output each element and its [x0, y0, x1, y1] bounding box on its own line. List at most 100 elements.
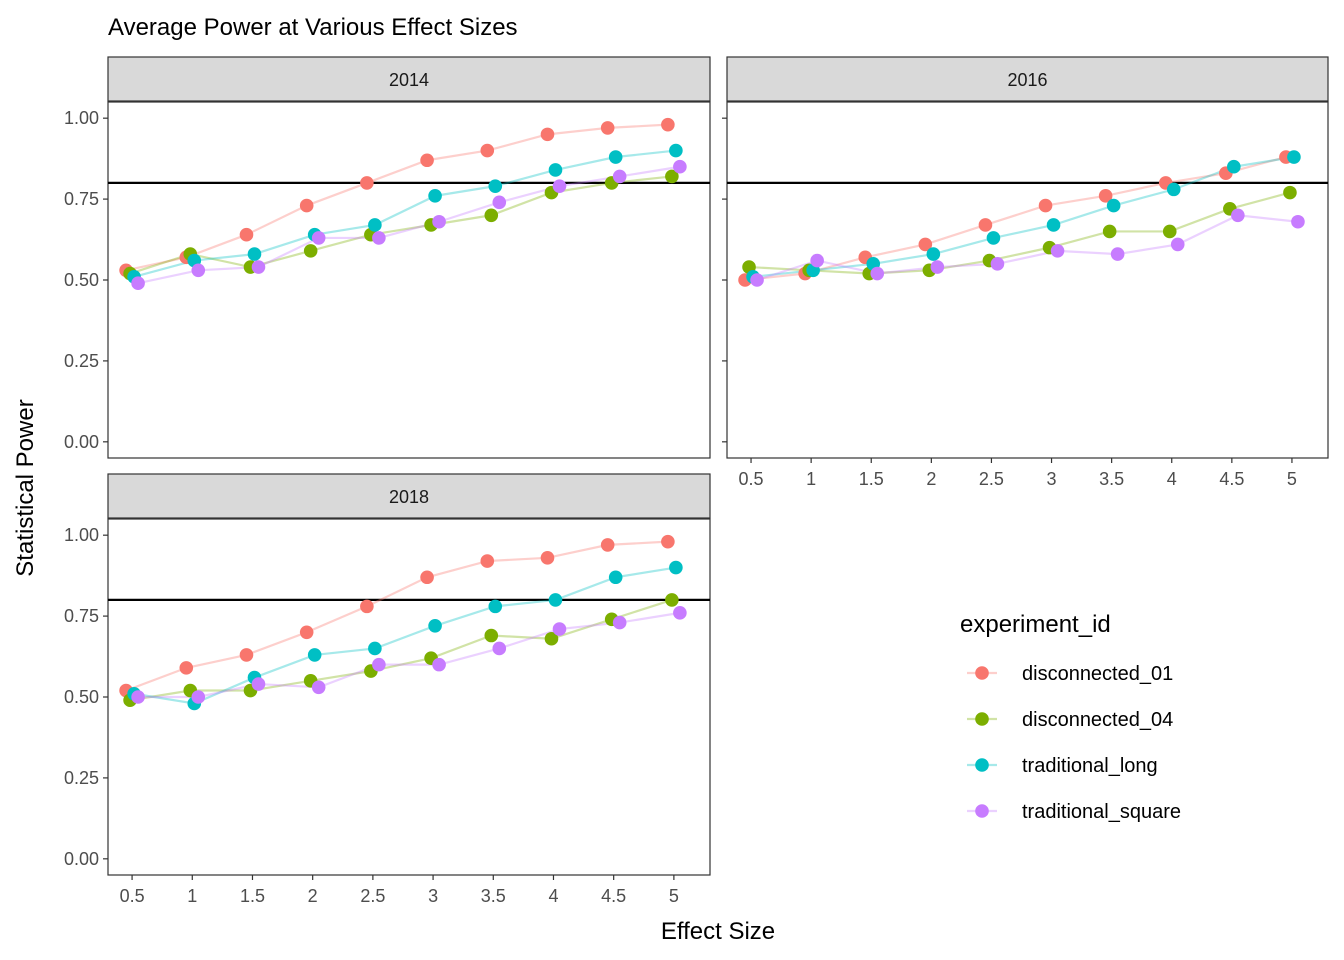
- series-line-disconnected_04: [129, 598, 673, 702]
- legend: experiment_id disconnected_01disconnecte…: [960, 611, 1181, 823]
- data-point-disconnected_01: [420, 570, 434, 585]
- facet-strip: [107, 56, 711, 102]
- x-tick-label: 1.5: [240, 886, 265, 906]
- data-point-disconnected_01: [661, 534, 675, 549]
- data-point-traditional_long: [548, 593, 563, 607]
- data-point-disconnected_04: [303, 244, 318, 258]
- y-tick-label: 0.25: [64, 768, 99, 788]
- legend-point-key: [975, 804, 989, 818]
- x-tick-label: 1: [187, 886, 197, 906]
- data-point-disconnected_01: [540, 551, 555, 565]
- chart-title: Average Power at Various Effect Sizes: [108, 14, 518, 41]
- facet-strip: [107, 473, 711, 519]
- data-point-disconnected_01: [420, 153, 434, 168]
- y-tick-label: 0.75: [64, 189, 99, 209]
- data-point-traditional_square: [372, 231, 386, 245]
- data-point-traditional_long: [608, 150, 623, 164]
- legend-label: disconnected_01: [1022, 663, 1173, 685]
- data-point-traditional_square: [930, 260, 945, 274]
- data-point-disconnected_01: [661, 117, 675, 132]
- facet-panels: 2014 0.00 0.25 0.50 0.75 1.00 2016 0.5 1 1.5 2 2.5 3…: [64, 56, 1329, 906]
- x-tick-label: 5: [1287, 469, 1297, 489]
- data-point-disconnected_01: [978, 218, 993, 232]
- x-tick-label: 4.5: [1219, 469, 1244, 489]
- data-point-traditional_square: [251, 260, 266, 274]
- data-point-disconnected_01: [239, 227, 254, 242]
- x-tick-label: 2.5: [979, 469, 1004, 489]
- x-tick-label: 3: [1047, 469, 1057, 489]
- legend-title: experiment_id: [960, 611, 1111, 638]
- legend-items: disconnected_01 disconnected_04 traditiona…: [967, 663, 1181, 823]
- y-tick-label: 0.50: [64, 687, 99, 707]
- legend-item-disconnected_04: disconnected_04: [967, 709, 1173, 731]
- panel-2014: 2014 0.00 0.25 0.50 0.75 1.00: [64, 56, 711, 459]
- x-tick-label: 1: [806, 469, 816, 489]
- data-point-disconnected_01: [480, 554, 495, 568]
- data-point-traditional_long: [1166, 182, 1181, 197]
- data-point-disconnected_01: [360, 176, 374, 190]
- data-point-disconnected_04: [665, 169, 679, 184]
- data-point-traditional_square: [311, 231, 326, 245]
- data-point-traditional_square: [432, 657, 446, 672]
- legend-label: disconnected_04: [1022, 709, 1173, 731]
- data-point-disconnected_01: [179, 661, 194, 675]
- data-point-traditional_long: [926, 247, 941, 261]
- y-tick-label: 1.00: [64, 108, 99, 128]
- data-point-traditional_long: [368, 218, 382, 232]
- data-point-disconnected_04: [665, 593, 679, 607]
- x-tick-label: 1.5: [859, 469, 884, 489]
- x-tick-label: 4.5: [601, 886, 626, 906]
- data-point-traditional_long: [1287, 150, 1301, 164]
- data-point-disconnected_01: [299, 198, 314, 213]
- series-line-disconnected_01: [125, 123, 668, 272]
- data-point-disconnected_01: [480, 143, 495, 158]
- series-line-traditional_long: [133, 566, 677, 705]
- data-point-traditional_square: [870, 266, 885, 281]
- panel-border: [726, 101, 1329, 459]
- data-point-traditional_square: [432, 214, 446, 229]
- legend-point-key: [975, 666, 989, 680]
- data-point-traditional_square: [1231, 208, 1245, 223]
- x-tick-label: 2.5: [360, 886, 385, 906]
- x-tick-label: 2: [926, 469, 936, 489]
- data-point-disconnected_01: [1038, 198, 1053, 213]
- data-point-traditional_long: [669, 143, 683, 158]
- legend-point-key: [975, 758, 989, 772]
- legend-item-disconnected_01: disconnected_01: [967, 663, 1173, 685]
- data-point-disconnected_04: [1162, 224, 1177, 239]
- legend-point-key: [975, 712, 989, 726]
- x-axis-title: Effect Size: [661, 918, 775, 945]
- data-point-disconnected_04: [1102, 224, 1117, 239]
- panel-2016: 2016 0.5 1 1.5 2 2.5 3 3.5 4 4.5 5: [722, 56, 1329, 489]
- y-tick-label: 1.00: [64, 525, 99, 545]
- legend-item-traditional_long: traditional_long: [967, 755, 1158, 777]
- data-point-traditional_long: [548, 163, 563, 177]
- legend-item-traditional_square: traditional_square: [967, 801, 1181, 823]
- data-point-traditional_square: [612, 615, 627, 630]
- x-tick-label: 3.5: [481, 886, 506, 906]
- data-point-traditional_long: [428, 189, 442, 203]
- data-point-traditional_square: [612, 169, 627, 184]
- data-point-traditional_square: [1110, 247, 1125, 261]
- x-tick-label: 4: [1167, 469, 1177, 489]
- data-point-disconnected_01: [239, 648, 254, 662]
- x-tick-label: 2: [308, 886, 318, 906]
- data-point-disconnected_04: [484, 628, 499, 643]
- series-line-disconnected_01: [125, 540, 668, 692]
- y-tick-label: 0.00: [64, 849, 99, 869]
- data-point-traditional_square: [492, 195, 507, 210]
- data-point-disconnected_04: [1283, 185, 1297, 200]
- data-point-traditional_long: [608, 570, 623, 585]
- x-tick-label: 0.5: [120, 886, 145, 906]
- y-tick-label: 0.25: [64, 351, 99, 371]
- facet-strip-label: 2018: [389, 487, 429, 507]
- y-tick-label: 0.50: [64, 270, 99, 290]
- data-point-traditional_long: [1046, 218, 1061, 232]
- data-point-traditional_square: [191, 690, 206, 704]
- data-point-traditional_long: [669, 560, 683, 575]
- data-point-traditional_long: [488, 599, 503, 614]
- series-line-traditional_square: [137, 165, 681, 285]
- data-point-traditional_long: [488, 179, 503, 193]
- facet-strip: [726, 56, 1329, 102]
- legend-label: traditional_long: [1022, 755, 1158, 777]
